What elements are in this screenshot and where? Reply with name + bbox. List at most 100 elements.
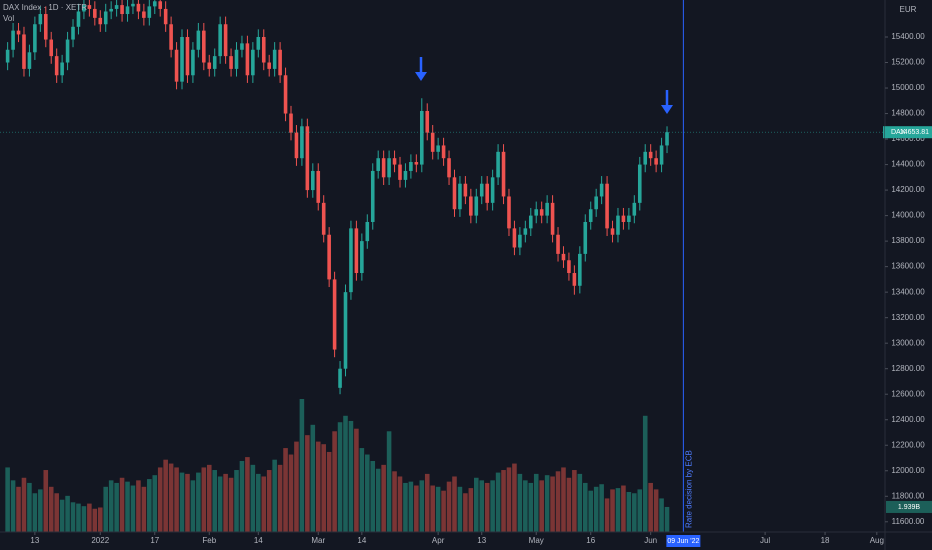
x-tick-label: Aug (870, 536, 884, 545)
candle-body (65, 39, 70, 63)
volume-bar (65, 495, 70, 532)
x-tick-label: Mar (311, 536, 325, 545)
volume-bar (261, 476, 267, 532)
y-tick-label: 12600.00 (891, 389, 925, 398)
candle-body (403, 170, 408, 180)
volume-bar (424, 473, 430, 532)
volume-bar (632, 493, 637, 532)
volume-bar (468, 488, 474, 532)
volume-bar (621, 485, 626, 532)
candle-body (136, 3, 141, 12)
volume-bar (403, 482, 408, 532)
candle-body (196, 30, 201, 50)
candle-body (659, 145, 664, 165)
y-tick-label: 13800.00 (891, 236, 925, 245)
volume-bar (299, 399, 305, 532)
volume-bar (359, 448, 365, 532)
y-tick-label: 12800.00 (891, 364, 925, 373)
volume-bar (588, 490, 594, 532)
candle-body (261, 36, 266, 63)
marker-label: 09 Jun '22 (667, 538, 699, 545)
candle-body (294, 132, 299, 159)
candle-body (572, 273, 577, 286)
arrow (661, 90, 673, 114)
volume-bar (539, 480, 544, 532)
candle-body (202, 30, 206, 63)
volume-bar (332, 431, 337, 532)
candle-body (305, 126, 310, 191)
candle-body (338, 368, 342, 388)
volume-bar (21, 477, 27, 532)
candle-body (627, 215, 631, 222)
volume-bar (141, 486, 147, 532)
x-tick-label: May (529, 536, 544, 545)
candle-body (103, 11, 108, 25)
volume-bar (48, 486, 54, 532)
volume-bar (59, 499, 65, 532)
volume-bar (528, 482, 534, 532)
candle-body (414, 162, 419, 165)
volume-bar (604, 498, 610, 532)
arrow (415, 57, 427, 81)
price-tag-left (883, 126, 885, 139)
volume-bar (354, 428, 359, 532)
candle-body (588, 209, 593, 222)
candle-body (33, 24, 37, 53)
candle-body (654, 158, 658, 165)
x-tick-label: Jul (760, 536, 770, 545)
volume-bar (201, 467, 207, 532)
y-tick-label: 15400.00 (891, 32, 925, 41)
candle-body (643, 151, 648, 165)
volume-bar (223, 473, 228, 532)
x-tick-label: 14 (254, 536, 263, 545)
volume-bar (5, 467, 10, 532)
volume-bar (544, 475, 550, 532)
candle-body (583, 221, 588, 254)
volume-bar (533, 473, 539, 532)
candle-body (71, 26, 75, 40)
volume-bar (381, 464, 386, 532)
volume-bar (506, 467, 512, 532)
volume-bar (32, 493, 38, 532)
volume-bar (152, 475, 158, 532)
volume-tag-label: 1.939B (898, 504, 921, 511)
volume-bar (495, 472, 501, 532)
candle-body (147, 6, 152, 18)
candle-body (458, 183, 462, 210)
candle-body (38, 14, 43, 25)
volume-bar (168, 463, 174, 532)
volume-bar (664, 506, 670, 532)
volume-bar (523, 480, 528, 532)
candle-body (381, 158, 386, 178)
volume-bar (452, 476, 457, 532)
volume-bar (103, 486, 109, 532)
candle-body (665, 132, 669, 146)
volume-bar (97, 507, 103, 532)
candle-body (158, 1, 163, 9)
volume-bar (272, 459, 277, 532)
y-tick-label: 13600.00 (891, 262, 925, 271)
candle-body (550, 202, 555, 235)
candle-body (180, 36, 184, 82)
volume-bar (288, 454, 294, 532)
candle-body (229, 56, 233, 69)
volume-bar (234, 470, 239, 532)
candle-body (16, 30, 21, 35)
candle-body (251, 49, 255, 76)
candle-body (267, 62, 272, 69)
y-tick-label: 14800.00 (891, 109, 925, 118)
volume-bar (174, 467, 179, 532)
candle-body (621, 215, 626, 222)
candle-body (49, 39, 54, 57)
candle-body (496, 151, 500, 178)
candle-body (561, 253, 566, 261)
candle-body (605, 183, 609, 229)
volume-bar (54, 493, 59, 532)
price-tag (885, 126, 932, 139)
x-tick-label: 18 (821, 536, 830, 545)
volume-bar (190, 480, 196, 532)
volume-bar (239, 460, 245, 532)
volume-bar (157, 467, 163, 532)
